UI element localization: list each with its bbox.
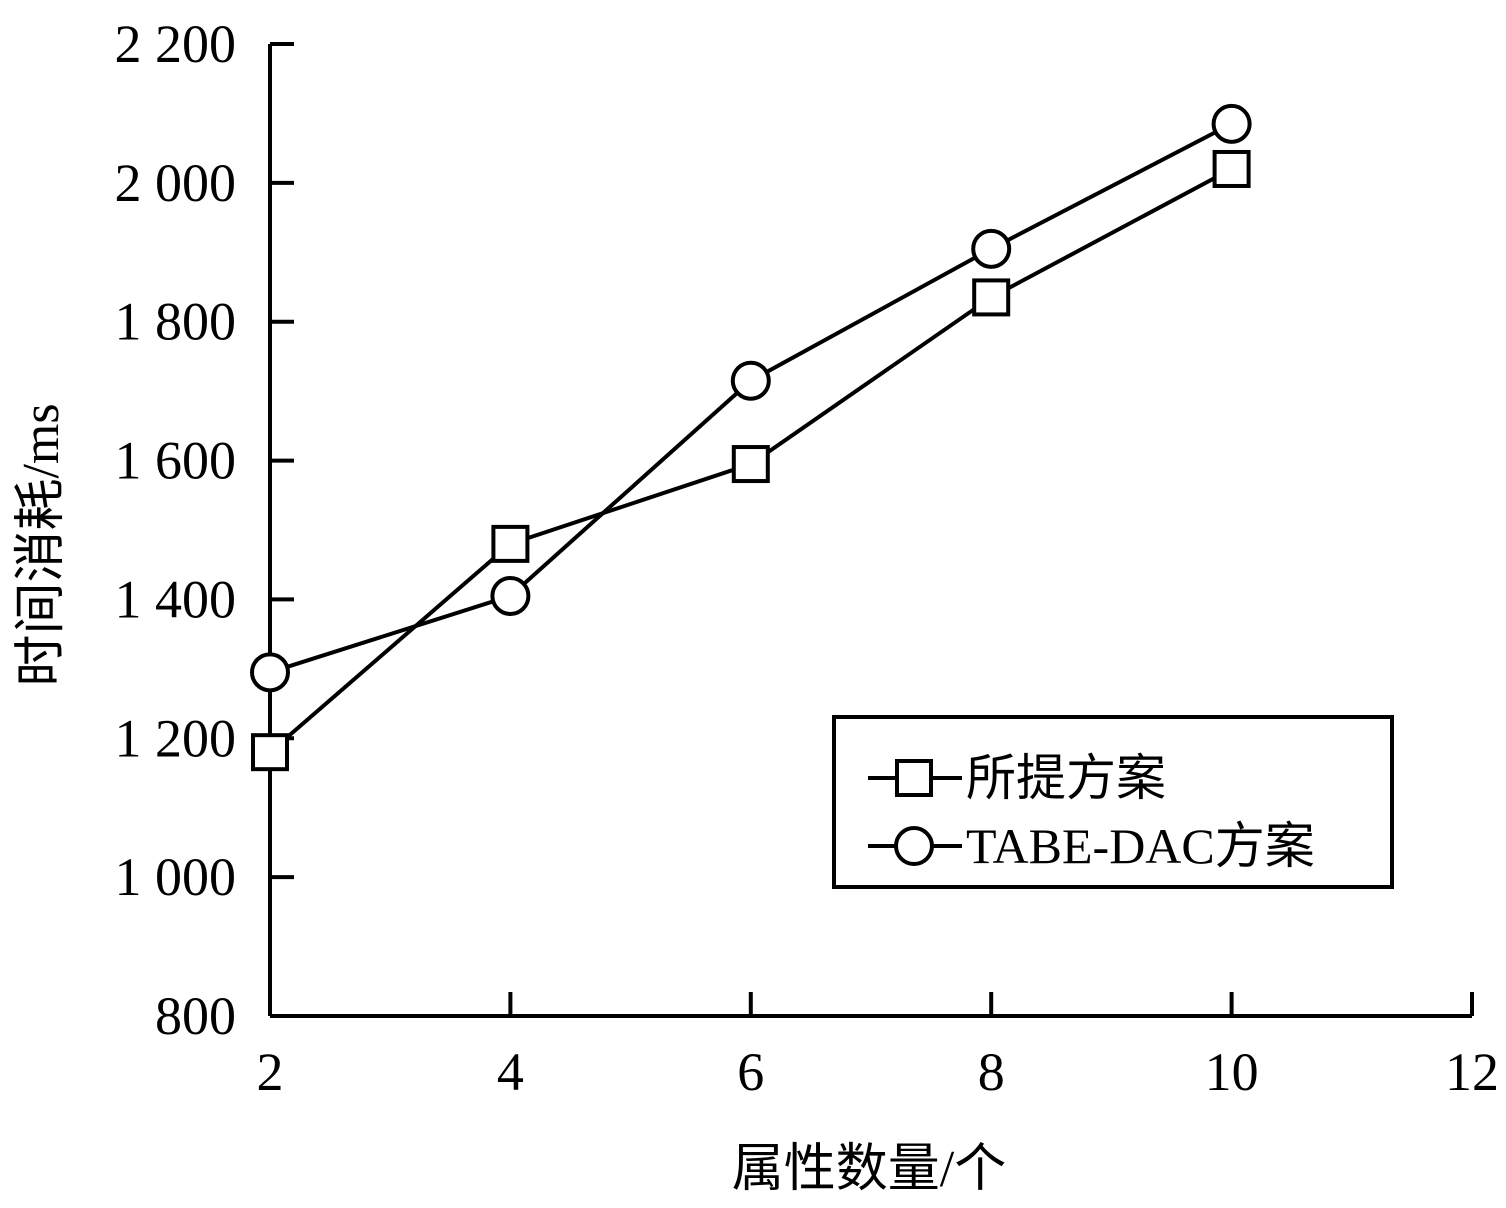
series-tabe-dac-point	[250, 652, 290, 693]
series-tabe-dac-point	[1211, 103, 1252, 144]
x-tick-label: 2	[257, 1042, 284, 1102]
x-tick-label: 4	[497, 1042, 524, 1102]
x-tick-label: 8	[978, 1042, 1005, 1102]
legend-item-proposed: 所提方案	[868, 750, 1166, 806]
legend-label: TABE-DAC方案	[966, 818, 1315, 874]
y-tick-label: 1 200	[115, 708, 237, 768]
series-proposed-point	[731, 445, 770, 484]
y-tick-label: 2 000	[115, 153, 237, 213]
axes: 800 1 000 1 200 1 400 1 600 1 800 2 000 2 200 2 4…	[115, 14, 1500, 1102]
y-tick-label: 1 600	[115, 431, 237, 491]
series-proposed-point	[491, 524, 530, 563]
y-tick-label: 1 000	[115, 847, 237, 907]
series-tabe-dac-point	[490, 575, 531, 616]
y-tick-label: 2 200	[115, 14, 237, 74]
series-tabe-dac-point	[971, 228, 1012, 269]
x-tick-label: 12	[1445, 1042, 1499, 1102]
legend: 所提方案 TABE-DAC方案	[832, 715, 1394, 889]
series-tabe-dac	[250, 103, 1252, 693]
y-tick-label: 1 400	[115, 569, 237, 629]
x-tick-label: 6	[737, 1042, 764, 1102]
legend-label: 所提方案	[966, 750, 1166, 806]
series-proposed-point	[972, 278, 1011, 317]
y-axis-title: 时间消耗/ms	[13, 403, 70, 686]
legend-marker	[895, 759, 933, 797]
y-tick-label: 1 800	[115, 292, 237, 352]
legend-item-tabe-dac: TABE-DAC方案	[868, 818, 1315, 874]
x-tick-label: 10	[1205, 1042, 1259, 1102]
series-proposed-point	[251, 733, 289, 772]
series-proposed-point	[1212, 149, 1251, 188]
y-tick-label: 800	[155, 986, 236, 1046]
series-group	[250, 103, 1252, 772]
series-proposed	[251, 149, 1251, 772]
legend-marker	[894, 826, 934, 866]
x-axis-title: 属性数量/个	[732, 1141, 1006, 1198]
series-tabe-dac-point	[730, 360, 771, 401]
